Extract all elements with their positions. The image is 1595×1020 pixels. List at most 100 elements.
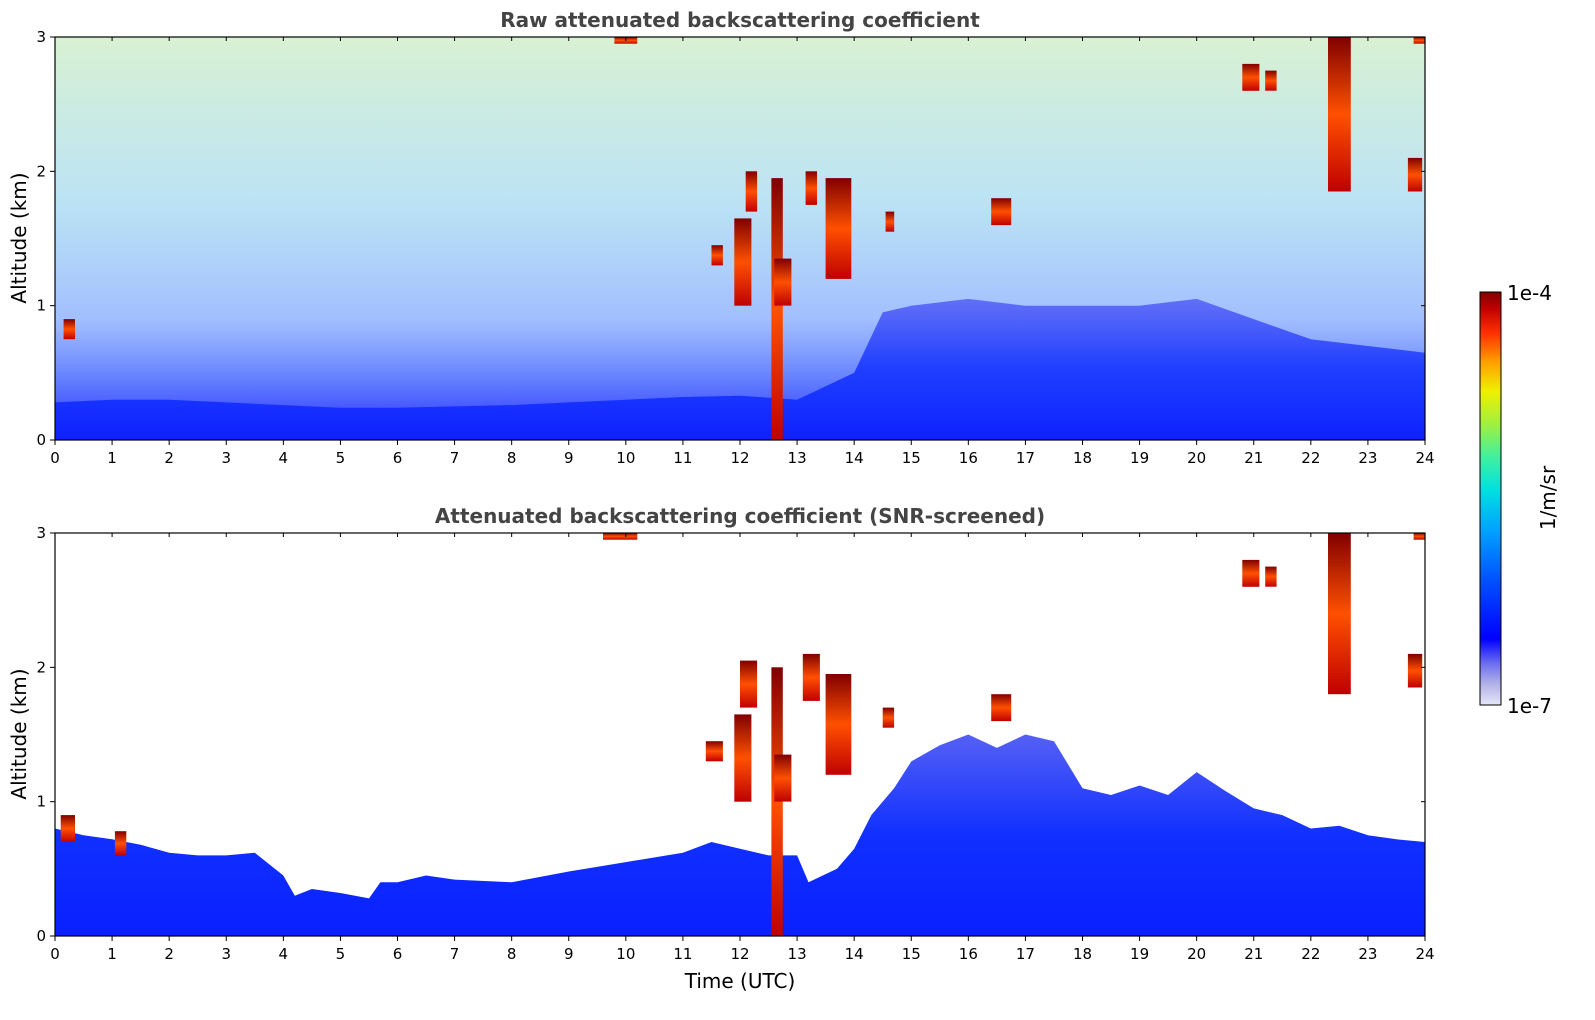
cloud-patch (114, 831, 127, 856)
x-tick-label: 14 (845, 449, 864, 467)
y-axis-label-screened: Altitude (km) (7, 668, 31, 799)
y-ticks-screened: 0 1 2 3 (36, 524, 1425, 945)
cloud-patch (771, 667, 783, 936)
x-tick-label: 5 (336, 449, 346, 467)
y-ticks-raw: 0 1 2 3 (36, 28, 1425, 449)
cloud-patch (805, 171, 817, 205)
clouds-raw (63, 37, 1425, 440)
cloud-patch (1265, 566, 1277, 587)
x-tick-label: 8 (507, 449, 517, 467)
x-tick-label: 15 (902, 449, 921, 467)
x-tick-label: 0 (50, 449, 60, 467)
x-tick-label: 12 (730, 449, 749, 467)
x-tick-label: 22 (1301, 449, 1320, 467)
cloud-patch (1407, 157, 1423, 192)
panel-title-screened: Attenuated backscattering coefficient (S… (435, 504, 1045, 528)
x-tick-label: 24 (1415, 449, 1434, 467)
y-tick-label: 1 (36, 793, 46, 811)
y-tick-label: 0 (36, 927, 46, 945)
cloud-patch (774, 258, 792, 306)
cloud-patch (1413, 533, 1425, 540)
cloud-patch (825, 178, 852, 279)
x-tick-label: 3 (221, 449, 231, 467)
cloud-patch (1413, 37, 1425, 44)
x-tick-label: 16 (959, 449, 978, 467)
clouds-screened (60, 533, 1425, 936)
cloud-patch (63, 319, 75, 340)
x-tick-label: 17 (1016, 945, 1035, 963)
cloud-patch (603, 533, 638, 540)
cloud-patch (882, 707, 895, 728)
x-ticks-raw: 0 1 2 3 4 5 6 7 8 9 10 11 12 13 14 15 16 17 18 19 20 21 22 23 24 (50, 37, 1435, 467)
x-tick-label: 13 (788, 945, 807, 963)
x-tick-label: 4 (279, 449, 289, 467)
cloud-patch (1265, 70, 1277, 91)
x-tick-label: 12 (730, 945, 749, 963)
x-tick-label: 11 (673, 449, 692, 467)
colorbar-gradient (1479, 291, 1502, 706)
cloud-patch (1242, 559, 1260, 587)
y-tick-label: 3 (36, 28, 46, 46)
panel-title-raw: Raw attenuated backscattering coefficien… (500, 8, 980, 32)
x-tick-label: 5 (336, 945, 346, 963)
x-ticks-screened: 0 1 2 3 4 5 6 7 8 9 10 11 12 13 14 15 16 17 18 19 20 21 22 23 24 (50, 533, 1435, 963)
x-tick-label: 3 (221, 945, 231, 963)
x-tick-label: 18 (1073, 449, 1092, 467)
x-tick-label: 19 (1130, 945, 1149, 963)
x-tick-label: 2 (164, 945, 174, 963)
colorbar-min-label: 1e-7 (1507, 694, 1552, 718)
y-tick-label: 0 (36, 431, 46, 449)
cloud-patch (991, 694, 1012, 722)
x-tick-label: 4 (279, 945, 289, 963)
cloud-patch (740, 660, 758, 708)
colorbar-max-label: 1e-4 (1507, 281, 1552, 305)
cloud-patch (1407, 653, 1423, 688)
y-tick-label: 1 (36, 297, 46, 315)
colorbar-unit-label: 1/m/sr (1536, 465, 1560, 530)
layer-screened (55, 734, 1425, 936)
cloud-patch (885, 211, 895, 232)
x-tick-label: 11 (673, 945, 692, 963)
layer-raw (55, 298, 1425, 440)
x-tick-label: 21 (1244, 449, 1263, 467)
cloud-patch (1328, 533, 1351, 695)
cloud-patch (705, 741, 723, 762)
x-tick-label: 10 (616, 945, 635, 963)
panel-screened: Attenuated backscattering coefficient (S… (7, 504, 1435, 993)
layer-area (55, 734, 1425, 936)
x-tick-label: 1 (107, 449, 117, 467)
cloud-patch (991, 198, 1012, 226)
layer-area (55, 298, 1425, 440)
x-tick-label: 16 (959, 945, 978, 963)
x-tick-label: 23 (1358, 449, 1377, 467)
x-tick-label: 6 (393, 945, 403, 963)
cloud-patch (1242, 63, 1260, 91)
x-tick-label: 13 (788, 449, 807, 467)
x-tick-label: 18 (1073, 945, 1092, 963)
x-tick-label: 20 (1187, 945, 1206, 963)
x-tick-label: 10 (616, 449, 635, 467)
cloud-patch (745, 171, 758, 212)
x-tick-label: 23 (1358, 945, 1377, 963)
y-tick-label: 3 (36, 524, 46, 542)
x-tick-label: 9 (564, 945, 574, 963)
x-tick-label: 20 (1187, 449, 1206, 467)
x-tick-label: 7 (450, 945, 460, 963)
x-tick-label: 2 (164, 449, 174, 467)
x-tick-label: 14 (845, 945, 864, 963)
cloud-patch (771, 178, 783, 440)
y-tick-label: 2 (36, 162, 46, 180)
x-axis-label: Time (UTC) (684, 969, 796, 993)
cloud-patch (734, 714, 752, 802)
x-tick-label: 0 (50, 945, 60, 963)
cloud-patch (60, 815, 75, 842)
panel-raw: Raw attenuated backscattering coefficien… (7, 8, 1435, 467)
y-axis-label-raw: Altitude (km) (7, 172, 31, 303)
x-tick-label: 1 (107, 945, 117, 963)
cloud-patch (734, 218, 752, 306)
cloud-patch (825, 674, 852, 775)
x-tick-label: 15 (902, 945, 921, 963)
x-tick-label: 7 (450, 449, 460, 467)
cloud-patch (774, 754, 792, 802)
